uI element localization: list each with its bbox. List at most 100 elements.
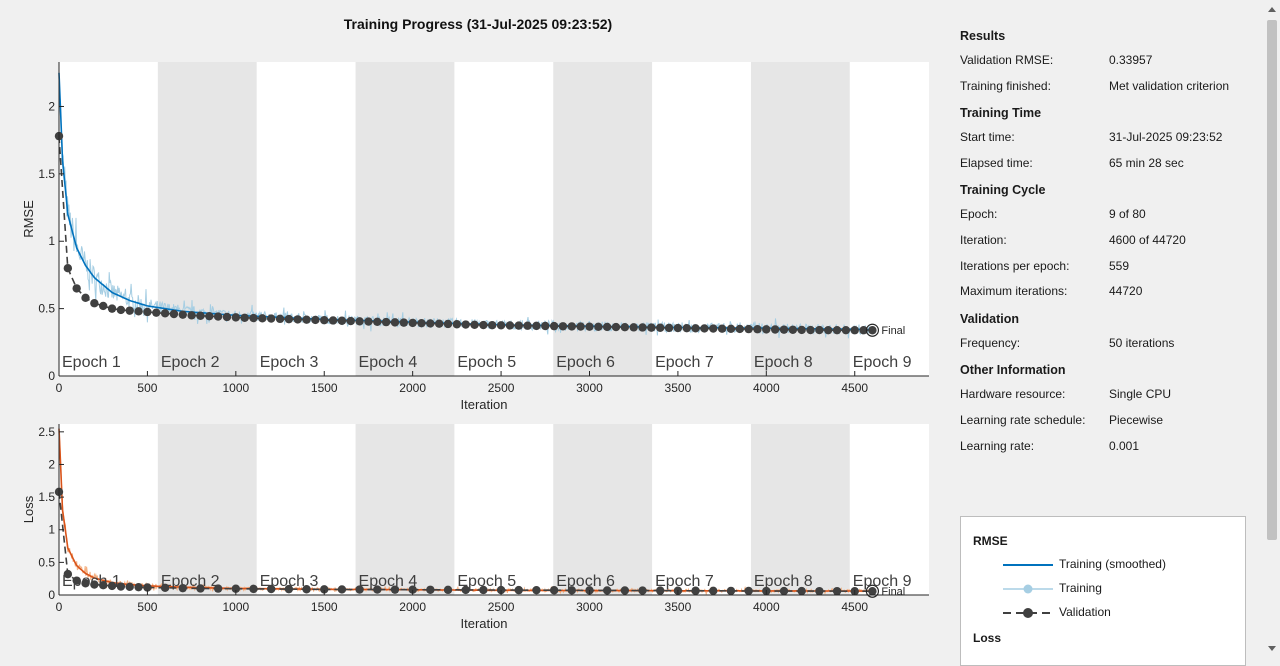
section-title: Other Information [960,363,1066,378]
vertical-scrollbar[interactable] [1264,0,1280,658]
legend-loss-title: Loss [973,631,1002,645]
epoch-label: Epoch 7 [655,573,714,590]
y-tick-label: 1.5 [38,167,55,181]
x-tick-label: 2500 [488,600,515,614]
validation-point [178,310,187,319]
validation-point [390,318,400,327]
validation-point [647,323,656,332]
validation-point [72,576,81,585]
validation-point [302,585,311,594]
legend-label: Training (smoothed) [1059,557,1166,571]
y-tick-label: 2.5 [38,425,55,439]
epoch-label: Epoch 3 [260,354,319,371]
validation-point [788,325,798,334]
y-tick-label: 1.5 [38,490,55,504]
validation-point [231,584,241,593]
legend-rmse-title: RMSE [973,534,1008,548]
scroll-down-icon[interactable] [1268,646,1276,651]
validation-point [602,322,612,332]
x-tick-label: 4000 [753,381,780,395]
validation-point [143,583,152,592]
info-label: Iterations per epoch: [960,258,1070,273]
info-value: Single CPU [1109,387,1172,402]
validation-point [629,323,638,332]
validation-point [337,585,347,594]
validation-point [797,325,806,335]
info-label: Elapsed time: [960,155,1033,170]
validation-point [63,569,73,579]
validation-point [426,585,435,594]
epoch-label: Epoch 6 [556,573,615,590]
validation-point [258,314,267,323]
validation-point [452,320,462,329]
validation-point [638,323,647,332]
info-row: Iteration: 4600 of 44720 [960,230,1260,256]
epoch-label: Epoch 8 [754,573,813,590]
x-tick-label: 3500 [665,381,692,395]
validation-point [541,321,550,331]
info-label: Validation RMSE: [960,53,1054,67]
validation-point [726,586,736,596]
validation-point [169,309,179,319]
validation-point [496,321,506,330]
section-title: Training Cycle [960,183,1046,198]
validation-point [779,586,789,596]
validation-point [832,325,842,335]
info-value: Piecewise [1109,412,1164,427]
epoch-label: Epoch 4 [359,573,418,590]
validation-point [196,584,205,593]
validation-point [567,586,577,595]
info-label: Learning rate schedule: [960,412,1086,427]
validation-point [399,318,409,327]
info-label: Training finished: [960,78,1051,93]
validation-point [107,581,117,591]
x-axis-label: Iteration [461,397,508,412]
validation-point [709,324,718,333]
info-label: Start time: [960,130,1015,145]
info-row: Elapsed time: 65 min 28 sec [960,153,1260,179]
validation-point [602,586,612,595]
scroll-thumb[interactable] [1267,20,1277,540]
info-row: Training finished: Met validation criteri… [960,76,1260,102]
validation-point [744,586,753,596]
validation-point [567,322,577,331]
legend-item-training-smoothed: Training (smoothed) [1003,555,1243,575]
validation-point [832,586,842,596]
validation-point [426,319,435,328]
validation-point [355,585,364,594]
info-row: Frequency: 50 iterations [960,333,1260,359]
validation-point [532,585,541,595]
validation-point [673,323,683,333]
info-panel: Results Validation RMSE: 0.33957 Training f… [960,24,1260,461]
validation-point [762,325,771,334]
validation-point [275,314,285,324]
validation-point [691,586,700,595]
validation-point [549,586,559,595]
y-tick-label: 0.5 [38,302,55,316]
legend-label: Training [1059,581,1102,595]
validation-point [205,311,214,321]
validation-point [691,324,700,333]
epoch-label: Epoch 9 [853,354,912,371]
info-row: Maximum iterations: 44720 [960,281,1260,307]
validation-point [753,325,762,334]
scroll-up-icon[interactable] [1268,7,1276,12]
x-tick-label: 1500 [311,381,338,395]
validation-point [284,584,294,594]
validation-point [320,585,329,594]
x-tick-label: 3500 [665,600,692,614]
epoch-label: Epoch 5 [457,573,516,590]
validation-point [284,314,294,324]
info-label: Maximum iterations: [960,284,1068,299]
validation-point [841,325,851,335]
validation-point [302,315,311,324]
final-marker [865,323,880,337]
validation-point [815,325,824,335]
validation-point [461,320,470,329]
validation-point [549,321,559,331]
x-tick-label: 500 [137,600,157,614]
info-value: 31-Jul-2025 09:23:52 [1109,130,1223,145]
validation-point [390,585,400,594]
validation-point [81,579,90,588]
validation-point [850,326,859,335]
